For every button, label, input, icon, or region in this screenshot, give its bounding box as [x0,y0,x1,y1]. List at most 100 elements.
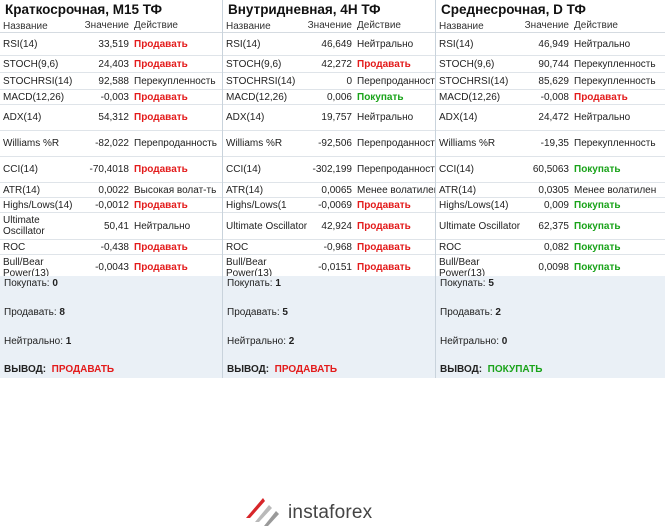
indicator-value: 0,0098 [538,262,569,273]
indicator-name: MACD(12,26) [3,91,65,103]
summary-conclusion: ВЫВОД: ПРОДАВАТЬ [227,364,337,375]
panel-title: Среднесрочная, D ТФ [441,2,586,17]
indicator-rows: RSI(14) 46,949 Нейтрально STOCH(9,6) 90,744 П… [436,33,665,281]
summary-box: Покупать: 0 Продавать: 8 Нейтрально: 1 В… [0,276,222,378]
indicator-value: 0,006 [326,91,352,103]
indicator-action: Продавать [134,199,188,211]
indicator-value: 19,757 [321,112,352,123]
indicator-value: 46,649 [321,38,352,50]
summary-sell: Продавать: 8 [4,307,65,318]
indicator-name: Bull/Bear Power(13) [226,256,273,279]
indicator-value: 24,472 [538,112,569,123]
table-row: RSI(14) 33,519 Продавать [0,33,222,56]
header-value: Значение [84,20,129,31]
indicator-value: 85,629 [538,75,569,87]
table-row: STOCH(9,6) 90,744 Перекупленность [436,56,665,73]
logo-text: instaforex [288,502,373,523]
indicator-value: -19,35 [540,138,569,149]
indicator-value: 50,41 [103,220,129,232]
indicator-value: 0 [346,75,352,87]
table-row: CCI(14) -70,4018 Продавать [0,157,222,183]
instaforex-logo: instaforex [244,498,404,528]
summary-sell: Продавать: 2 [440,307,501,318]
indicator-name: ROC [3,241,26,253]
indicator-value: 0,0305 [538,184,569,196]
table-row: ADX(14) 54,312 Продавать [0,105,222,131]
summary-neutral: Нейтрально: 0 [440,336,507,347]
indicator-action: Покупать [574,164,621,175]
table-row: STOCHRSI(14) 0 Перепроданность [223,73,435,90]
summary-sell-count: 8 [59,307,65,318]
summary-sell: Продавать: 5 [227,307,288,318]
summary-buy-label: Покупать: [227,278,273,289]
summary-neutral: Нейтрально: 2 [227,336,294,347]
indicator-name: MACD(12,26) [226,91,288,103]
panel-intraday: Внутридневная, 4H ТФ Название Значение Д… [223,0,436,378]
indicator-name: Ultimate Oscillator [439,220,521,232]
indicator-value: -0,008 [540,91,569,103]
table-header: Название Значение Действие [0,20,222,33]
summary-sell-label: Продавать: [440,307,493,318]
summary-buy: Покупать: 1 [227,278,281,289]
table-row: MACD(12,26) -0,003 Продавать [0,90,222,105]
indicator-action: Продавать [134,112,188,123]
indicator-action: Перепроданность [357,164,435,175]
summary-sell-count: 2 [495,307,501,318]
indicator-name: Williams %R [439,138,496,149]
table-row: Highs/Lows(14) -0,0012 Продавать [0,198,222,213]
summary-buy-label: Покупать: [4,278,50,289]
indicator-name: Ultimate Oscillator [226,220,308,232]
indicator-action: Покупать [357,91,404,103]
indicator-panels: Краткосрочная, M15 ТФ Название Значение … [0,0,665,378]
table-row: STOCH(9,6) 42,272 Продавать [223,56,435,73]
indicator-name: ADX(14) [439,112,478,123]
indicator-action: Продавать [134,38,188,50]
indicator-action: Покупать [574,199,621,211]
header-name: Название [3,20,48,32]
indicator-name: ATR(14) [439,184,477,196]
indicator-action: Нейтрально [357,112,414,123]
summary-neutral-label: Нейтрально: [4,336,63,347]
table-row: ATR(14) 0,0022 Высокая волат-ть [0,183,222,198]
indicator-value: -70,4018 [89,164,129,175]
indicator-value: -0,0012 [95,199,129,211]
header-name: Название [439,20,484,32]
table-row: STOCHRSI(14) 85,629 Перекупленность [436,73,665,90]
indicator-name: STOCHRSI(14) [439,75,509,87]
indicator-name: STOCH(9,6) [226,58,282,70]
summary-buy-count: 0 [52,278,58,289]
indicator-name: Highs/Lows(1 [226,199,287,211]
indicator-value: 92,588 [98,75,129,87]
conclusion-value: ПРОДАВАТЬ [51,364,115,375]
table-row: RSI(14) 46,949 Нейтрально [436,33,665,56]
indicator-action: Перекупленность [134,75,216,87]
indicator-name: ADX(14) [226,112,265,123]
summary-sell-count: 5 [282,307,288,318]
indicator-value: 42,272 [321,58,352,70]
header-name: Название [226,20,271,32]
indicator-value: -0,438 [100,241,129,253]
indicator-value: 24,403 [98,58,129,70]
summary-box: Покупать: 5 Продавать: 2 Нейтрально: 0 В… [436,276,665,378]
table-row: Highs/Lows(1 -0,0069 Продавать [223,198,435,213]
table-row: ROC -0,438 Продавать [0,240,222,255]
indicator-action: Продавать [134,262,188,273]
indicator-value: 90,744 [538,58,569,70]
indicator-name: Williams %R [3,138,60,149]
indicator-rows: RSI(14) 46,649 Нейтрально STOCH(9,6) 42,272 П… [223,33,435,281]
indicator-value: -302,199 [312,164,352,175]
table-row: MACD(12,26) -0,008 Продавать [436,90,665,105]
indicator-action: Перекупленность [574,75,656,87]
table-row: ROC -0,968 Продавать [223,240,435,255]
indicator-action: Перекупленность [574,58,656,70]
indicator-action: Продавать [357,241,411,253]
indicator-action: Покупать [574,220,621,232]
header-action: Действие [574,20,618,31]
indicator-name: MACD(12,26) [439,91,501,103]
summary-sell-label: Продавать: [227,307,280,318]
indicator-value: 33,519 [98,38,129,50]
indicator-name: Ultimate Oscillator [3,215,45,237]
indicator-action: Перепроданность [134,138,217,149]
table-row: ADX(14) 19,757 Нейтрально [223,105,435,131]
summary-sell-label: Продавать: [4,307,57,318]
